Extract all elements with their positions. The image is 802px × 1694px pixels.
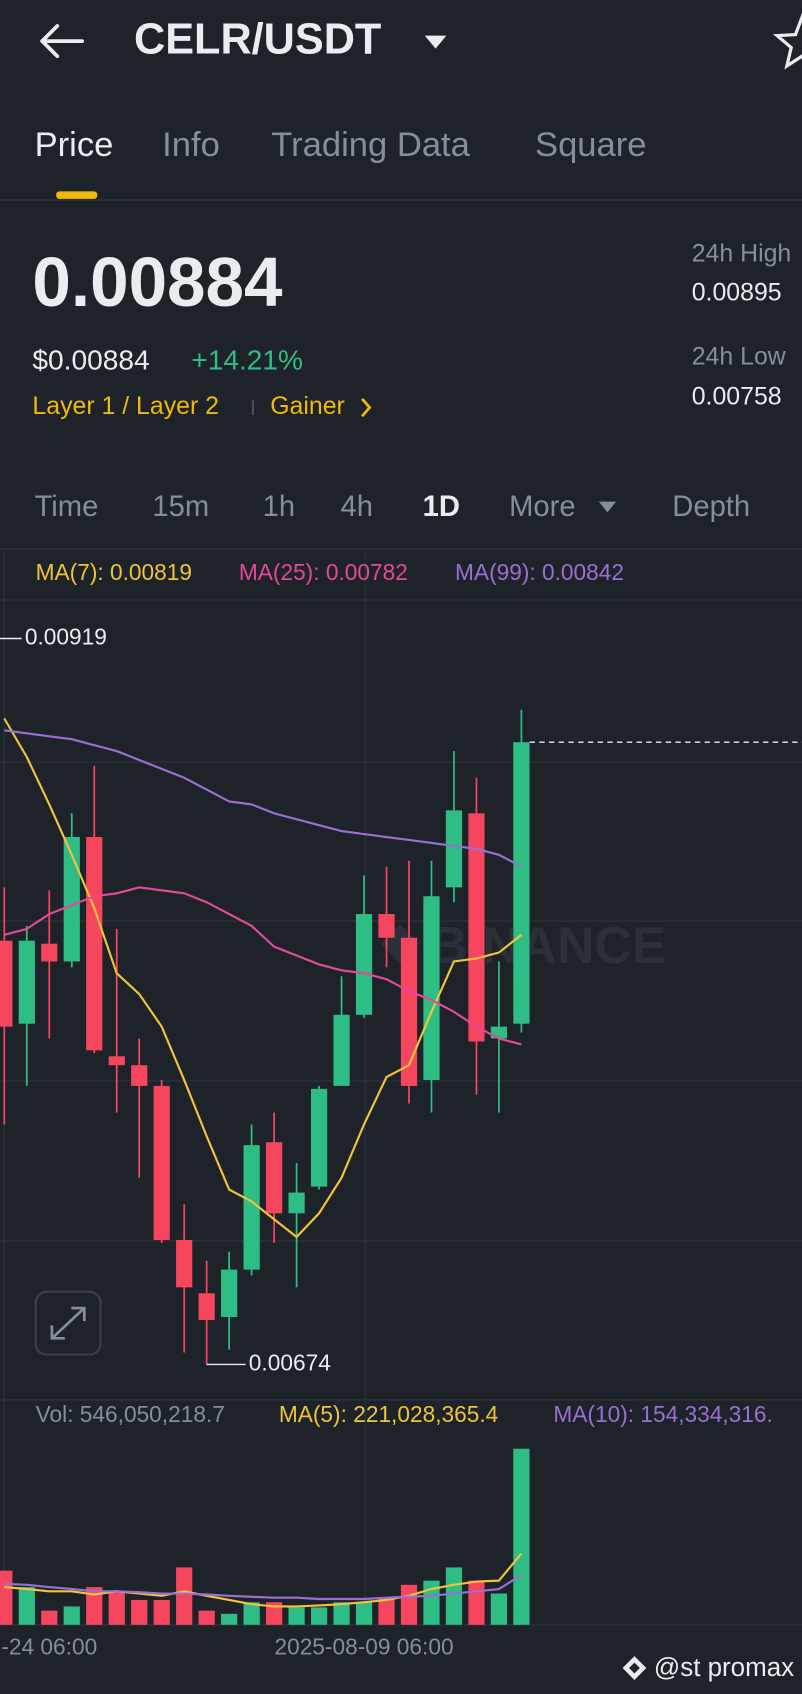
volume-bar: [243, 1602, 260, 1625]
candle-body: [333, 1014, 350, 1086]
volume-bar: [378, 1597, 395, 1625]
volume-bar: [355, 1602, 373, 1625]
candle-body: [423, 896, 440, 1080]
tab-price[interactable]: Price: [35, 126, 114, 164]
candle-body: [468, 813, 485, 1042]
pair-title[interactable]: CELR/USDT: [134, 16, 381, 64]
ma-line: [4, 729, 522, 868]
volume-bar: [423, 1580, 440, 1625]
volume-bar: [445, 1567, 463, 1625]
footer-logo: [622, 1656, 647, 1680]
volume-bar: [0, 1570, 13, 1625]
low-label: 24h Low: [692, 342, 787, 370]
volume-bar: [221, 1613, 238, 1625]
tag-gainer[interactable]: Gainer: [270, 392, 345, 420]
interval[interactable]: 1h: [263, 491, 295, 523]
volume-bar: [41, 1610, 58, 1625]
volume-bar: [176, 1567, 193, 1625]
candle-body: [41, 943, 58, 962]
pair-dropdown[interactable]: [424, 35, 447, 49]
candle-body: [18, 940, 35, 1024]
volume-bar: [513, 1448, 530, 1625]
candle-body: [131, 1065, 148, 1086]
candle-body: [86, 837, 103, 1051]
ma-legend: MA(99): 0.00842: [455, 559, 624, 585]
more-caret: [598, 501, 617, 513]
footer-watermark: @st promax: [654, 1654, 794, 1682]
ma-line: [4, 886, 522, 1046]
candle-body: [63, 837, 80, 962]
interval[interactable]: 15m: [152, 491, 209, 523]
low-marker: 0.00674: [249, 1349, 331, 1375]
volume-bar: [490, 1593, 508, 1625]
candle-body: [176, 1239, 193, 1288]
high-label: 24h High: [692, 240, 792, 268]
candle-body: [288, 1192, 305, 1214]
volume-ma-legend: MA(10): 154,334,316.: [553, 1401, 772, 1427]
volume-ma-line: [4, 1552, 523, 1608]
volume-bar: [468, 1580, 485, 1625]
candle-body: [490, 1026, 508, 1039]
candle-body: [378, 914, 395, 938]
interval[interactable]: Time: [35, 491, 99, 523]
volume-ma-line: [4, 1574, 522, 1601]
interval[interactable]: 4h: [340, 491, 372, 523]
volume-bar: [108, 1591, 125, 1625]
volume-bar: [153, 1599, 170, 1625]
expand-button[interactable]: [34, 1290, 102, 1356]
volume-bar: [198, 1610, 215, 1625]
volume-bar: [18, 1587, 35, 1625]
interval-more[interactable]: More: [509, 491, 575, 523]
watermark: BINANCE: [430, 916, 666, 974]
x-axis-label: 2025-08-09 06:00: [274, 1634, 453, 1660]
candle-body: [355, 914, 373, 1015]
volume-bar: [131, 1599, 148, 1625]
candle-body: [198, 1293, 215, 1320]
depth-tab[interactable]: Depth: [672, 491, 750, 523]
volume-ma-legend: MA(5): 221,028,365.4: [279, 1401, 498, 1427]
tag-sector[interactable]: Layer 1 / Layer 2: [32, 392, 219, 420]
ma-line: [3, 717, 523, 1239]
volume-bar: [310, 1607, 328, 1625]
chart-layer: -24 06:00 2025-08-09 06:00 MA(7): 0.00819 M…: [0, 559, 802, 1660]
candle-body: [221, 1269, 238, 1317]
interval-active[interactable]: 1D: [423, 491, 460, 523]
back-button[interactable]: [40, 24, 85, 59]
candle-body: [266, 1142, 283, 1214]
expand-icon: [50, 1306, 86, 1340]
ma-legend: MA(25): 0.00782: [239, 559, 408, 585]
price-usd: $0.00884: [32, 345, 149, 376]
volume-bar: [288, 1607, 305, 1625]
tab-indicator: [56, 191, 98, 199]
candle-body: [310, 1088, 328, 1187]
volume-bar: [63, 1606, 80, 1625]
candle-body: [153, 1085, 170, 1240]
volume-bar: [333, 1602, 350, 1625]
candle-body: [445, 810, 463, 888]
candle-body: [513, 742, 530, 1024]
ma-legend: MA(7): 0.00819: [36, 559, 192, 585]
candle-body: [243, 1145, 260, 1270]
volume-bar: [400, 1584, 418, 1625]
tab-square[interactable]: Square: [535, 126, 647, 164]
candle-body: [400, 937, 418, 1086]
tag-chevron: [361, 398, 372, 418]
price-change: +14.21%: [191, 345, 303, 376]
low-value: 0.00758: [692, 382, 782, 410]
candle-body: [0, 940, 13, 1027]
last-price: 0.00884: [32, 243, 283, 321]
high-value: 0.00895: [692, 279, 782, 307]
favorite-star[interactable]: [772, 12, 802, 70]
tab-trading-data[interactable]: Trading Data: [271, 126, 470, 164]
volume-bar: [86, 1587, 103, 1625]
volume-bar: [266, 1602, 283, 1625]
volume-legend: Vol: 546,050,218.7: [36, 1401, 225, 1427]
candle-body: [108, 1056, 125, 1066]
x-axis-label: -24 06:00: [1, 1634, 97, 1660]
high-marker: 0.00919: [25, 623, 107, 649]
tab-info[interactable]: Info: [162, 126, 220, 164]
